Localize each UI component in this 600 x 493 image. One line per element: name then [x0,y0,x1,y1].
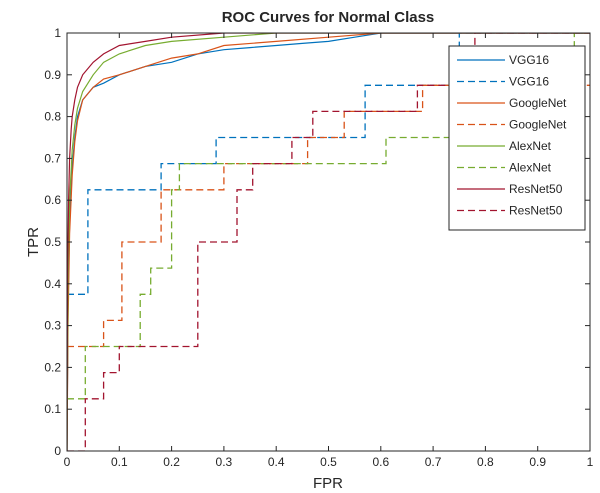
legend-label: ResNet50 [509,204,563,218]
y-tick-label: 0 [54,444,61,458]
y-tick-label: 0.1 [44,402,61,416]
x-tick-label: 0 [64,455,71,469]
x-tick-label: 0.5 [320,455,337,469]
x-tick-label: 0.6 [372,455,389,469]
y-axis-label: TPR [25,227,42,257]
legend-label: VGG16 [509,75,549,89]
y-tick-label: 0.8 [44,110,61,124]
y-tick-label: 0.4 [44,277,61,291]
legend-label: AlexNet [509,139,552,153]
y-tick-label: 1 [54,26,61,40]
y-tick-label: 0.9 [44,68,61,82]
y-tick-label: 0.3 [44,319,61,333]
tick-layer: 0 0.1 0.2 0.3 0.4 0.5 0.6 0.7 0.8 0.9 1 0 0.1 0.2 0.3 0… [44,26,593,469]
chart-title: ROC Curves for Normal Class [222,9,435,26]
legend: VGG16 VGG16 GoogleNet GoogleNet AlexNet AlexN… [448,45,586,231]
y-tick-label: 0.5 [44,235,61,249]
legend-label: AlexNet [509,161,552,175]
x-axis-label: FPR [313,475,343,492]
x-tick-label: 0.9 [529,455,546,469]
legend-label: ResNet50 [509,182,563,196]
legend-box [448,45,586,231]
y-tick-label: 0.2 [44,360,61,374]
x-tick-label: 0.7 [425,455,442,469]
legend-label: GoogleNet [509,118,567,132]
x-tick-label: 0.8 [477,455,494,469]
y-tick-label: 0.6 [44,193,61,207]
x-tick-label: 0.1 [111,455,128,469]
legend-label: VGG16 [509,53,549,67]
x-tick-label: 1 [587,455,594,469]
x-tick-label: 0.4 [268,455,285,469]
series-line-4 [67,33,590,451]
x-tick-label: 0.3 [216,455,233,469]
y-tick-label: 0.7 [44,151,61,165]
legend-label: GoogleNet [509,96,567,110]
series-line-7 [67,33,590,451]
x-tick-label: 0.2 [163,455,180,469]
